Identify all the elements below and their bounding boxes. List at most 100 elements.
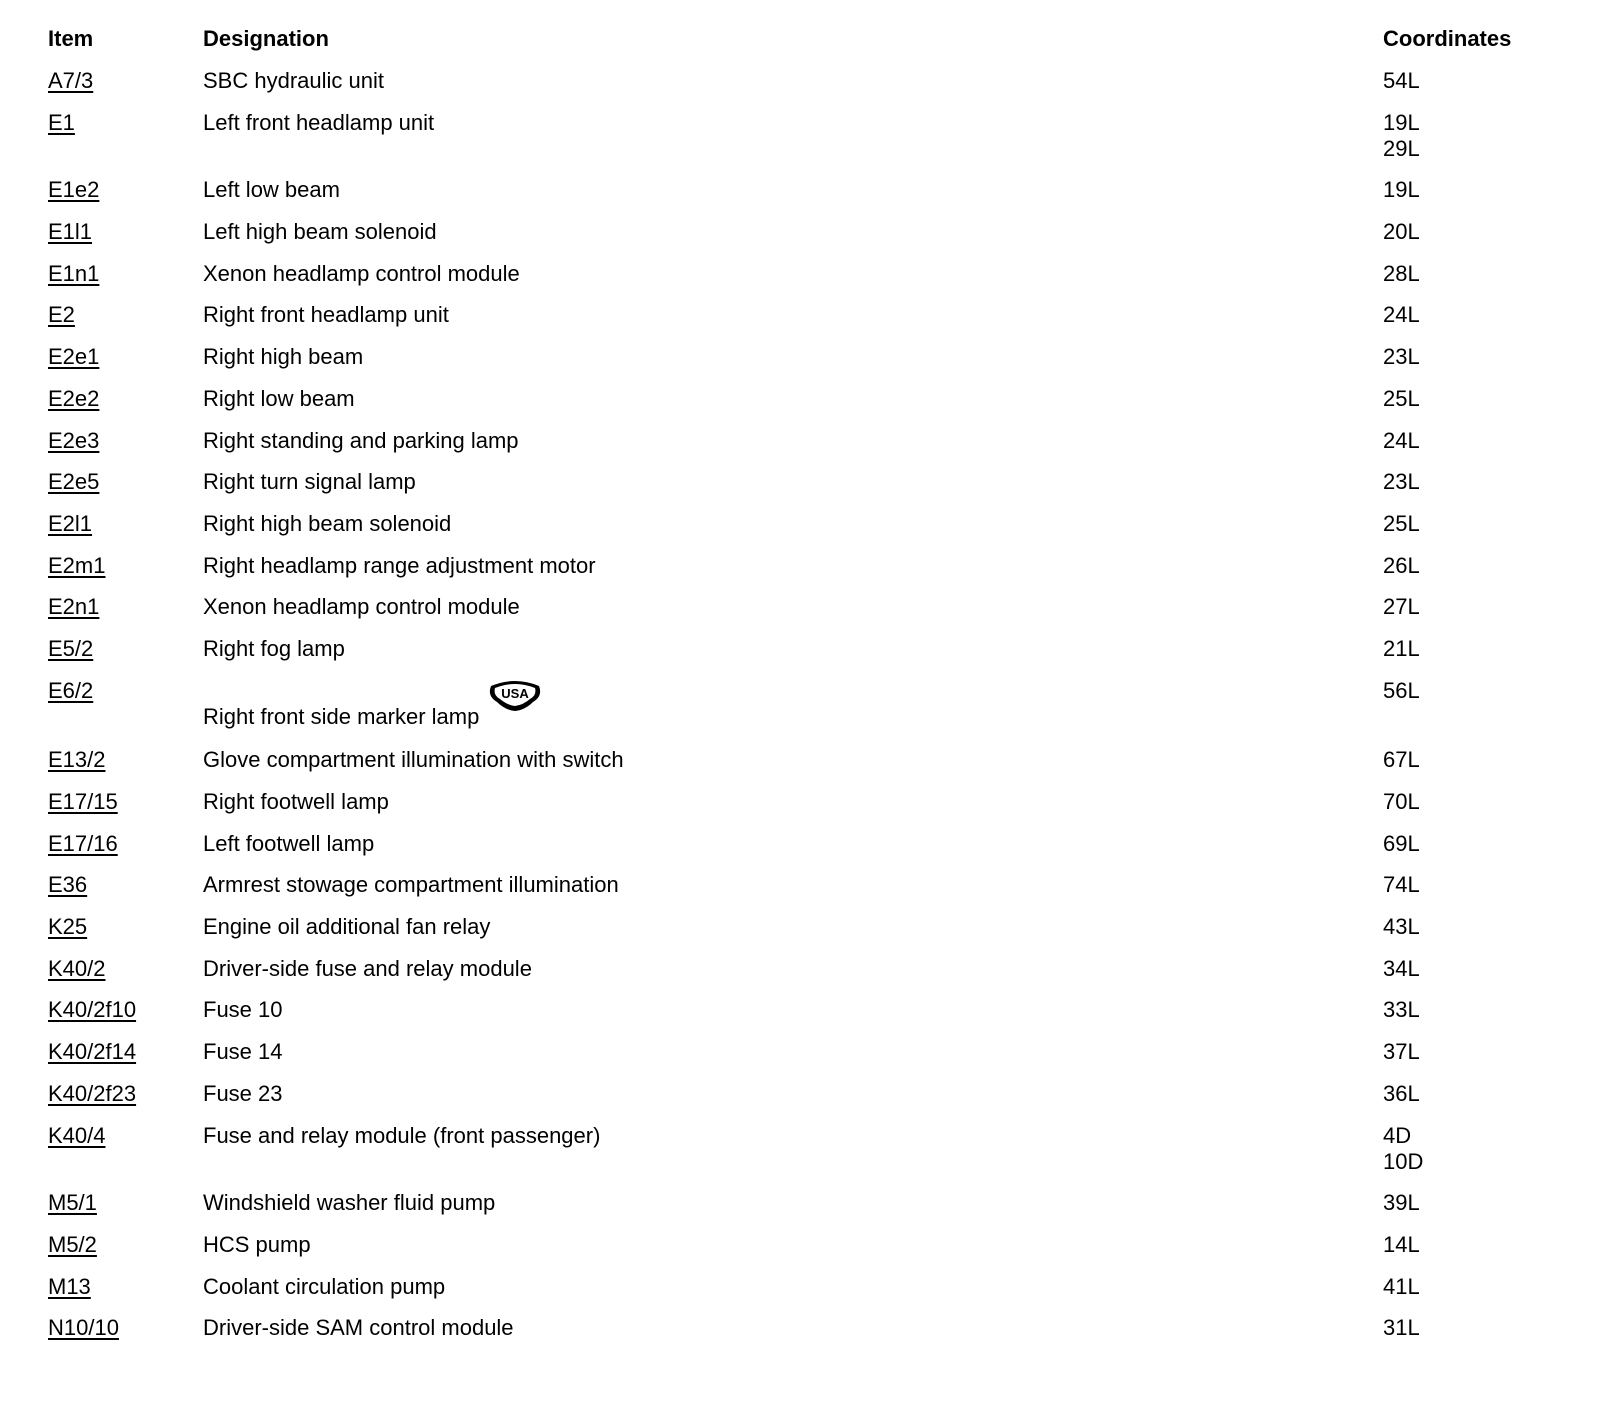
coordinates-cell: 69L	[1383, 831, 1420, 857]
coordinate-value: 29L	[1383, 135, 1420, 161]
coordinates-cell: 39L	[1383, 1190, 1420, 1216]
designation-text: Driver-side SAM control module	[203, 1315, 514, 1341]
item-link[interactable]: E36	[48, 872, 88, 898]
item-cell: E1e2	[48, 177, 203, 203]
coordinate-value: 56L	[1383, 677, 1420, 703]
coordinates-cell: 43L	[1383, 914, 1420, 940]
designation-cell: Right high beam	[203, 344, 1383, 370]
designation-text: Right headlamp range adjustment motor	[203, 552, 596, 578]
designation-text: Windshield washer fluid pump	[203, 1190, 496, 1216]
item-link[interactable]: E2e1	[48, 344, 100, 370]
designation-text: Right front headlamp unit	[203, 302, 449, 328]
table-row: K40/4 Fuse and relay module (front passen…	[48, 1123, 1568, 1191]
table-row: K40/2 Driver-side fuse and relay module 34…	[48, 956, 1568, 998]
coordinate-value: 25L	[1383, 510, 1420, 536]
coordinates-cell: 31L	[1383, 1315, 1420, 1341]
coordinates-cell: 23L	[1383, 344, 1420, 370]
header-designation: Designation	[203, 26, 329, 51]
item-link[interactable]: K40/2f23	[48, 1080, 137, 1106]
item-cell: E2e2	[48, 386, 203, 412]
item-link[interactable]: K25	[48, 914, 88, 940]
coordinates-cell: 70L	[1383, 789, 1420, 815]
coordinate-value: 24L	[1383, 427, 1420, 453]
designation-text: Left high beam solenoid	[203, 219, 437, 245]
coordinate-value: 25L	[1383, 385, 1420, 411]
table-row: K40/2f10 Fuse 10 33L	[48, 997, 1568, 1039]
component-table: Item Designation Coordinates A7/3 SBC hyd…	[48, 26, 1568, 1357]
coordinates-cell: 20L	[1383, 219, 1420, 245]
table-row: N10/10 Driver-side SAM control module 31L	[48, 1315, 1568, 1357]
item-link[interactable]: E17/16	[48, 830, 118, 856]
item-link[interactable]: E2e3	[48, 427, 100, 453]
coordinates-cell: 24L	[1383, 302, 1420, 328]
item-link[interactable]: K40/2f14	[48, 1039, 137, 1065]
item-link[interactable]: K40/4	[48, 1122, 106, 1148]
coordinate-value: 41L	[1383, 1273, 1420, 1299]
item-cell: E13/2	[48, 747, 203, 773]
designation-text: SBC hydraulic unit	[203, 68, 384, 93]
item-link[interactable]: E2n1	[48, 594, 100, 620]
coordinates-cell: 36L	[1383, 1081, 1420, 1107]
item-cell: E2e1	[48, 344, 203, 370]
item-link[interactable]: E17/15	[48, 789, 118, 814]
coordinates-cell: 23L	[1383, 469, 1420, 495]
item-cell: E17/16	[48, 831, 203, 857]
coordinate-value: 21L	[1383, 635, 1420, 661]
item-link[interactable]: E1e2	[48, 177, 100, 203]
coordinates-cell: 4D 10D	[1383, 1123, 1423, 1175]
table-row: E2e5 Right turn signal lamp 23L	[48, 469, 1568, 511]
table-row: E1n1 Xenon headlamp control module 28L	[48, 261, 1568, 303]
designation-cell: Left low beam	[203, 177, 1383, 203]
coordinate-value: 10D	[1383, 1148, 1424, 1174]
item-link[interactable]: E1n1	[48, 260, 100, 286]
item-link[interactable]: K40/2	[48, 955, 106, 981]
item-link[interactable]: E2	[48, 302, 75, 328]
designation-text: Driver-side fuse and relay module	[203, 955, 532, 981]
item-link[interactable]: M5/1	[48, 1190, 97, 1216]
designation-cell: SBC hydraulic unit	[203, 68, 1383, 94]
coordinate-value: 26L	[1383, 552, 1420, 578]
item-link[interactable]: E2l1	[48, 510, 93, 536]
item-link[interactable]: M5/2	[48, 1231, 97, 1257]
table-row: E2l1 Right high beam solenoid 25L	[48, 511, 1568, 553]
item-link[interactable]: E6/2	[48, 677, 94, 703]
designation-cell: Coolant circulation pump	[203, 1274, 1383, 1300]
coordinate-value: 20L	[1383, 219, 1420, 245]
item-cell: E17/15	[48, 789, 203, 815]
coordinate-value: 67L	[1383, 747, 1420, 773]
designation-text: Xenon headlamp control module	[203, 260, 520, 286]
coordinate-value: 19L	[1383, 177, 1420, 203]
table-row: E17/15 Right footwell lamp 70L	[48, 789, 1568, 831]
designation-cell: Xenon headlamp control module	[203, 261, 1383, 287]
designation-text: Fuse 14	[203, 1039, 283, 1065]
item-link[interactable]: E5/2	[48, 635, 94, 661]
designation-cell: Xenon headlamp control module	[203, 594, 1383, 620]
table-row: E13/2 Glove compartment illumination with…	[48, 747, 1568, 789]
coordinates-cell: 34L	[1383, 956, 1420, 982]
item-cell: E1	[48, 110, 203, 162]
item-cell: M13	[48, 1274, 203, 1300]
coordinates-cell: 25L	[1383, 511, 1420, 537]
coordinates-cell: 54L	[1383, 68, 1420, 94]
item-link[interactable]: E2e2	[48, 385, 100, 411]
table-row: E6/2 Right front side marker lamp USA 56L	[48, 678, 1568, 748]
item-cell: E1n1	[48, 261, 203, 287]
designation-cell: Right footwell lamp	[203, 789, 1383, 815]
item-link[interactable]: E2m1	[48, 552, 106, 578]
coordinates-cell: 27L	[1383, 594, 1420, 620]
svg-text:USA: USA	[502, 686, 530, 701]
item-link[interactable]: E1	[48, 109, 75, 135]
item-link[interactable]: M13	[48, 1273, 91, 1299]
designation-cell: Right turn signal lamp	[203, 469, 1383, 495]
item-link[interactable]: N10/10	[48, 1315, 119, 1341]
item-link[interactable]: K40/2f10	[48, 997, 137, 1023]
table-body: A7/3 SBC hydraulic unit 54L E1 Left front he…	[48, 68, 1568, 1357]
table-row: E36 Armrest stowage compartment illuminat…	[48, 872, 1568, 914]
table-row: M5/2 HCS pump 14L	[48, 1232, 1568, 1274]
table-row: E2e3 Right standing and parking lamp 24L	[48, 428, 1568, 470]
item-link[interactable]: E13/2	[48, 747, 106, 773]
table-row: E2m1 Right headlamp range adjustment moto…	[48, 553, 1568, 595]
item-link[interactable]: E1l1	[48, 219, 93, 245]
item-link[interactable]: A7/3	[48, 68, 94, 93]
item-link[interactable]: E2e5	[48, 469, 100, 495]
